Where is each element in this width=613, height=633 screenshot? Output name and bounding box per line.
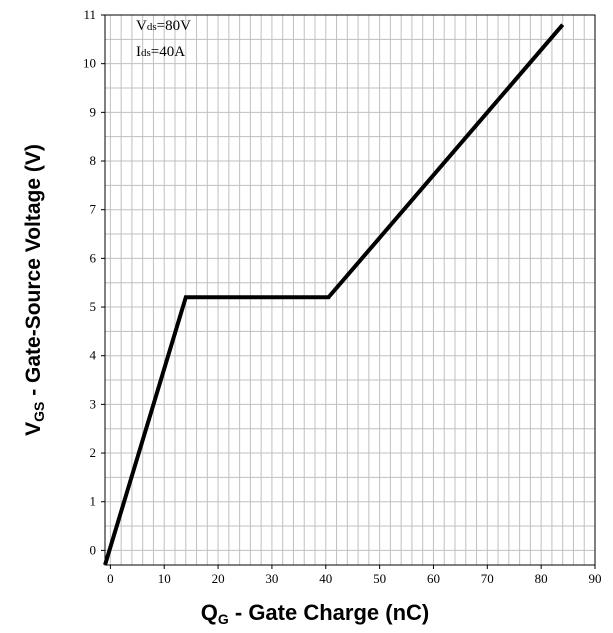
y-tick-label: 2 [90,445,97,460]
tick-labels: 0 10 20 30 40 50 60 70 80 90 0 1 2 3 4 5 6 7 8 9 10 11 [83,7,602,586]
annotation-ids: Ids=40A [136,44,185,60]
plot-frame [104,14,596,566]
y-tick-label: 1 [90,494,97,509]
series-layer [103,23,565,566]
y-tick-label: 8 [90,153,97,168]
x-tick-label: 80 [535,571,548,586]
y-tick-label: 5 [90,299,97,314]
x-tick-label: 70 [481,571,494,586]
x-tick-label: 20 [212,571,225,586]
y-tick-label: 0 [90,542,97,557]
x-tick-label: 0 [107,571,114,586]
series-line-0 [103,23,565,566]
x-tick-label: 50 [373,571,386,586]
annotations: Vds=80V Ids=40A [136,18,191,60]
y-axis-title: VGS - Gate-Source Voltage (V) [22,144,47,436]
y-tick-label: 7 [90,202,97,217]
annotation-vds: Vds=80V [136,18,191,34]
x-tick-label: 40 [319,571,332,586]
x-tick-label: 30 [265,571,278,586]
x-axis-title: QG - Gate Charge (nC) [201,600,429,627]
y-tick-label: 11 [83,7,96,22]
x-tick-label: 10 [158,571,171,586]
y-tick-label: 9 [90,104,97,119]
y-tick-label: 3 [90,396,97,411]
y-tick-label: 10 [83,56,96,71]
x-tick-label: 90 [589,571,602,586]
x-tick-label: 60 [427,571,440,586]
grid [105,15,595,565]
y-tick-label: 6 [90,250,97,265]
y-tick-label: 4 [90,348,97,363]
